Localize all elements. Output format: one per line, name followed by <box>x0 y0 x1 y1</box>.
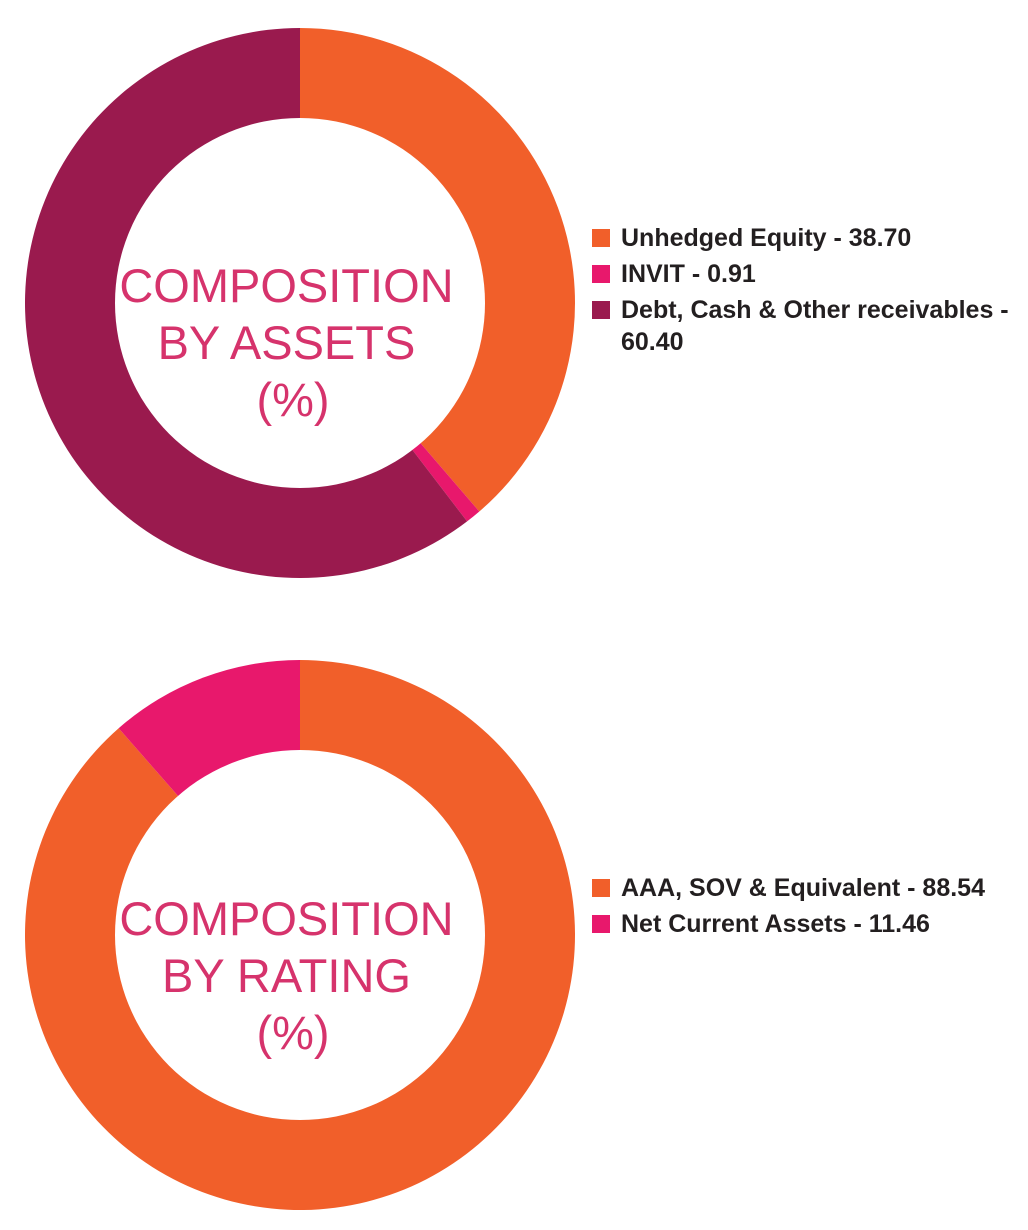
legend-label: Unhedged Equity - 38.70 <box>621 224 912 252</box>
assets-donut-hole <box>115 118 485 488</box>
rating-legend-item-aaa-sov: AAA, SOV & Equivalent - 88.54 <box>592 872 1022 904</box>
rating-center-title: COMPOSITION BY RATING (%) <box>119 892 466 1059</box>
assets-legend-item-debt-cash-other: Debt, Cash & Other receivables - 60.40 <box>592 294 1022 358</box>
rating-center-title-line-1: COMPOSITION <box>119 892 453 945</box>
legend-swatch <box>592 915 610 933</box>
legend-swatch <box>592 301 610 319</box>
assets-center-title-line-3: (%) <box>256 373 329 426</box>
rating-legend: AAA, SOV & Equivalent - 88.54 Net Curren… <box>592 872 1022 944</box>
rating-legend-item-net-current-assets: Net Current Assets - 11.46 <box>592 908 1022 940</box>
composition-by-assets-chart: COMPOSITION BY ASSETS (%) Unhedged Equit… <box>0 0 1028 600</box>
legend-label: Debt, Cash & Other receivables - 60.40 <box>621 296 1009 356</box>
legend-swatch <box>592 265 610 283</box>
legend-label: AAA, SOV & Equivalent - 88.54 <box>621 874 985 902</box>
rating-donut: COMPOSITION BY RATING (%) <box>25 660 575 1210</box>
rating-center-title-line-2: BY RATING <box>162 949 411 1002</box>
assets-donut: COMPOSITION BY ASSETS (%) <box>24 28 576 578</box>
legend-swatch <box>592 879 610 897</box>
assets-center-title-line-1: COMPOSITION <box>119 259 453 312</box>
legend-swatch <box>592 229 610 247</box>
legend-label: Net Current Assets - 11.46 <box>621 910 930 938</box>
assets-center-title-line-2: BY ASSETS <box>158 316 416 369</box>
assets-legend-item-invit: INVIT - 0.91 <box>592 258 1022 290</box>
assets-center-title: COMPOSITION BY ASSETS (%) <box>119 259 466 426</box>
assets-legend: Unhedged Equity - 38.70 INVIT - 0.91 Deb… <box>592 222 1022 362</box>
rating-center-title-line-3: (%) <box>256 1006 329 1059</box>
rating-donut-hole <box>115 750 485 1120</box>
assets-legend-item-unhedged-equity: Unhedged Equity - 38.70 <box>592 222 1022 254</box>
composition-by-rating-chart: COMPOSITION BY RATING (%) AAA, SOV & Equ… <box>0 630 1028 1230</box>
legend-label: INVIT - 0.91 <box>621 260 756 288</box>
